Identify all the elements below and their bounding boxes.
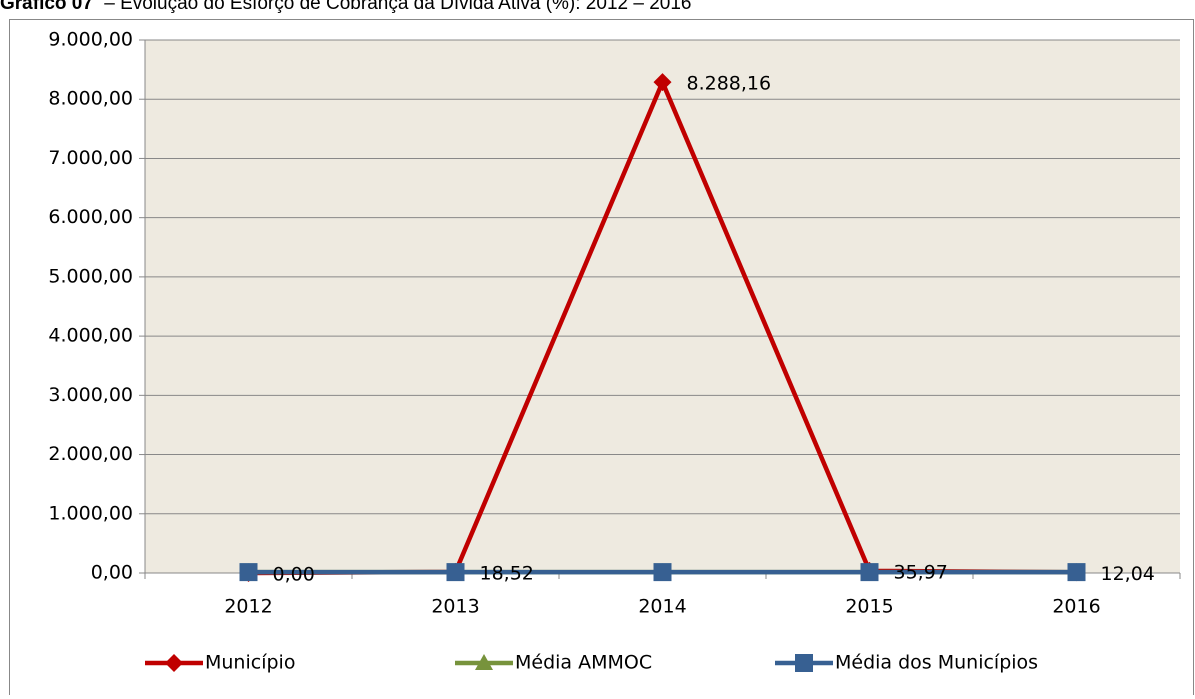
y-tick-label: 8.000,00 [48, 88, 133, 110]
marker [446, 563, 465, 582]
legend-label: Média AMMOC [515, 652, 652, 674]
legend-marker [475, 654, 493, 670]
chart-title: Gráfico 07 – Evolução do Esforço de Cobr… [0, 0, 691, 14]
data-label: 0,00 [273, 564, 315, 586]
x-tick-label: 2016 [1052, 596, 1100, 618]
y-tick-label: 1.000,00 [48, 502, 133, 524]
title-label: Gráfico 07 [0, 0, 93, 14]
x-tick-label: 2014 [638, 596, 686, 618]
y-tick-label: 0,00 [91, 562, 133, 584]
marker [653, 73, 672, 92]
x-tick-label: 2015 [845, 596, 893, 618]
title-text: – Evolução do Esforço de Cobrança da Dív… [104, 0, 691, 14]
data-label: 8.288,16 [687, 73, 772, 95]
data-label: 35,97 [894, 561, 948, 583]
x-tick-label: 2013 [431, 596, 479, 618]
y-tick-label: 5.000,00 [48, 265, 133, 287]
y-tick-label: 6.000,00 [48, 206, 133, 228]
legend-label: Município [205, 652, 295, 674]
plot-area [145, 40, 1180, 573]
y-tick-label: 4.000,00 [48, 325, 133, 347]
marker [239, 563, 258, 582]
legend-marker [795, 654, 813, 672]
data-label: 18,52 [480, 562, 534, 584]
legend-marker [165, 654, 183, 672]
x-tick-label: 2012 [224, 596, 272, 618]
marker [860, 563, 879, 582]
y-tick-label: 7.000,00 [48, 147, 133, 169]
y-tick-label: 2.000,00 [48, 443, 133, 465]
legend-label: Média dos Municípios [835, 652, 1038, 674]
marker [1067, 563, 1086, 582]
y-tick-label: 9.000,00 [48, 29, 133, 51]
data-label: 12,04 [1101, 563, 1155, 585]
y-tick-label: 3.000,00 [48, 384, 133, 406]
marker [653, 563, 672, 582]
